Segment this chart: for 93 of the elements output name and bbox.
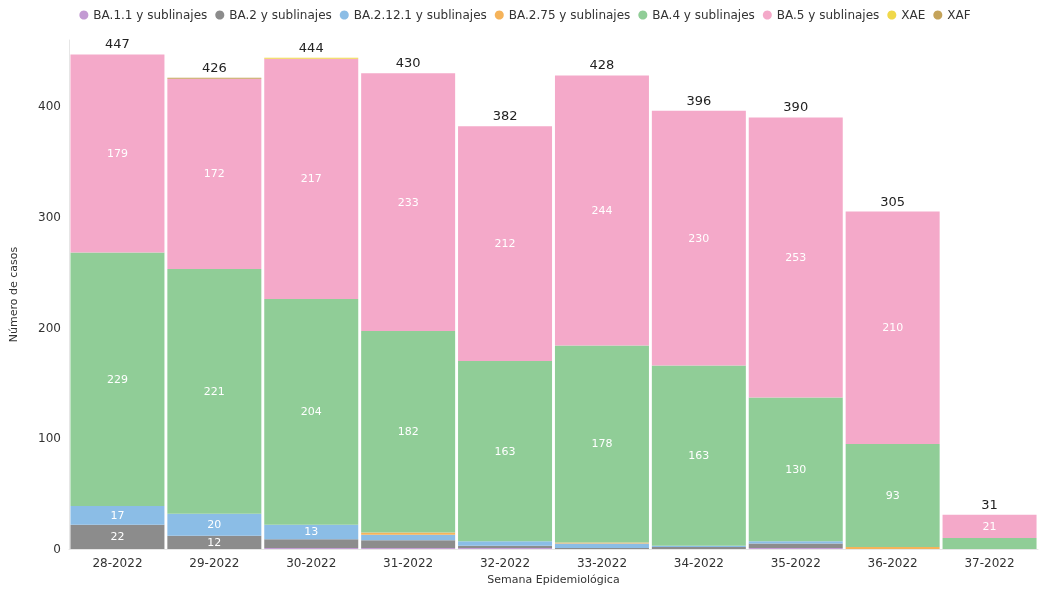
legend-label: BA.1.1 y sublinajes: [93, 8, 208, 22]
data-label: 21: [982, 519, 997, 533]
data-label: 163: [688, 449, 710, 463]
x-axis-title: Semana Epidemiológica: [487, 573, 620, 586]
bar: [748, 397, 843, 542]
bar: [361, 331, 456, 533]
legend-label: XAE: [901, 8, 926, 22]
bar: [70, 505, 165, 525]
bar: [167, 513, 262, 536]
total-label: 444: [298, 39, 324, 55]
bar: [167, 535, 262, 550]
data-label: 229: [106, 372, 128, 386]
x-tick-label: 34-2022: [673, 556, 724, 571]
bar: [458, 126, 553, 361]
y-tick-label: 100: [38, 431, 61, 446]
bar: [651, 365, 746, 546]
bar: [70, 252, 165, 506]
total-label: 396: [686, 92, 712, 108]
x-tick-label: 28-2022: [92, 556, 143, 571]
bar: [264, 539, 359, 548]
legend-label: BA.5 y sublinajes: [776, 8, 880, 22]
total-label: 31: [981, 496, 998, 512]
x-tick-label: 30-2022: [286, 556, 337, 571]
data-label: 233: [397, 195, 419, 209]
legend-label: XAF: [947, 8, 971, 22]
bar: [264, 298, 359, 525]
x-tick-label: 33-2022: [576, 556, 628, 571]
data-label: 212: [494, 237, 516, 251]
total-label: 426: [201, 59, 227, 75]
bar: [651, 110, 746, 366]
data-label: 210: [882, 321, 904, 335]
bar: [748, 117, 843, 398]
bar: [748, 543, 843, 548]
x-tick-label: 31-2022: [383, 556, 434, 571]
data-label: 253: [785, 250, 807, 264]
data-label: 93: [885, 488, 900, 502]
bar: [264, 58, 359, 299]
data-label: 130: [785, 462, 807, 476]
legend-label: BA.2.12.1 y sublinajes: [353, 8, 487, 22]
y-tick-label: 300: [38, 210, 61, 225]
bar: [458, 360, 553, 542]
bar: [942, 514, 1037, 539]
bar: [70, 524, 165, 550]
bar: [264, 524, 359, 540]
bar: [845, 211, 940, 444]
data-label: 244: [591, 203, 613, 217]
total-label: 390: [783, 99, 809, 115]
total-label: 447: [105, 36, 130, 52]
data-label: 17: [110, 508, 125, 522]
legend-label: BA.2.75 y sublinajes: [508, 8, 631, 22]
x-tick-label: 32-2022: [479, 556, 531, 571]
bar: [361, 532, 456, 535]
bar: [554, 345, 649, 543]
x-tick-label: 35-2022: [770, 556, 821, 571]
data-label: 179: [106, 146, 128, 160]
data-label: 20: [207, 518, 222, 532]
bar: [361, 73, 456, 332]
data-label: 172: [203, 167, 225, 181]
bar: [845, 546, 940, 550]
total-label: 428: [589, 57, 615, 73]
x-tick-label: 36-2022: [867, 556, 918, 571]
data-label: 217: [300, 172, 322, 186]
legend-label: BA.4 y sublinajes: [652, 8, 755, 22]
bar: [554, 543, 649, 548]
data-label: 13: [304, 525, 319, 539]
y-tick-label: 400: [38, 99, 61, 114]
data-label: 182: [397, 425, 419, 439]
bar: [361, 540, 456, 548]
bar: [70, 54, 165, 253]
x-tick-label: 37-2022: [964, 556, 1015, 571]
bar: [167, 78, 262, 270]
bar: [942, 538, 1037, 550]
total-label: 382: [492, 108, 518, 124]
data-label: 12: [207, 535, 222, 549]
data-label: 163: [494, 444, 516, 458]
data-label: 230: [688, 231, 710, 245]
y-axis-title: Número de casos: [7, 246, 20, 343]
bar: [845, 443, 940, 547]
data-label: 178: [591, 437, 613, 451]
bar: [361, 534, 456, 541]
y-tick-label: 0: [53, 542, 61, 557]
bar: [167, 269, 262, 514]
x-tick-label: 29-2022: [189, 556, 240, 571]
y-tick-label: 200: [38, 320, 61, 335]
total-label: 305: [880, 193, 906, 209]
data-label: 221: [203, 384, 225, 398]
bar: [554, 75, 649, 346]
total-label: 430: [395, 55, 421, 71]
legend-label: BA.2 y sublinajes: [229, 8, 332, 22]
data-label: 204: [300, 405, 322, 419]
bar: [458, 541, 553, 546]
data-label: 22: [110, 530, 125, 544]
bar: [748, 541, 843, 544]
